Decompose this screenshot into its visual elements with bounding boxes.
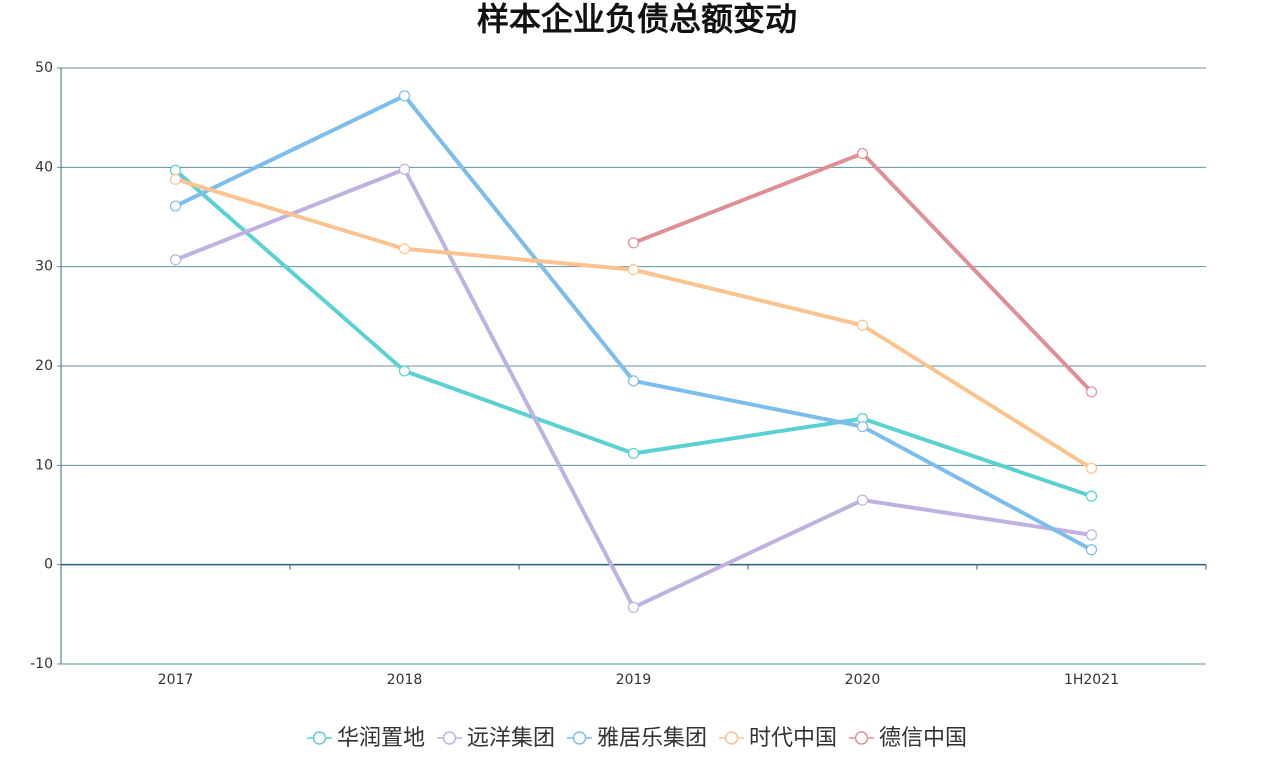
legend-label: 远洋集团 <box>467 726 555 751</box>
data-point <box>627 237 640 249</box>
data-point <box>1085 386 1098 398</box>
legend-marker <box>442 731 457 745</box>
y-tick-label: 10 <box>35 457 53 473</box>
series-line <box>174 93 1093 552</box>
y-tick-label: 50 <box>35 60 53 76</box>
y-tick-label: 20 <box>35 358 53 374</box>
y-tick-label: 0 <box>44 557 53 573</box>
data-point <box>627 264 640 276</box>
legend-label: 德信中国 <box>879 726 967 751</box>
y-tick-label: -10 <box>30 656 53 672</box>
legend-label: 时代中国 <box>749 726 837 751</box>
legend-marker <box>724 731 739 745</box>
data-point <box>398 365 411 377</box>
series-line <box>174 177 1093 471</box>
data-point <box>169 200 182 212</box>
series-line <box>632 151 1093 394</box>
data-point <box>856 319 869 331</box>
y-tick-label: 30 <box>35 259 53 275</box>
data-point <box>1085 529 1098 541</box>
data-point <box>1085 462 1098 474</box>
x-tick-label: 1H2021 <box>1064 672 1119 688</box>
x-tick-label: 2018 <box>387 672 423 688</box>
chart-title: 样本企业负债总额变动 <box>477 0 797 38</box>
legend-marker <box>572 731 587 745</box>
legend: 华润置地 远洋集团 雅居乐集团 时代中国 德信中国 <box>306 726 967 751</box>
x-tick-label: 2019 <box>616 672 652 688</box>
legend-marker <box>312 731 327 745</box>
data-point <box>398 163 411 175</box>
x-tick-label: 2017 <box>158 672 194 688</box>
series-line <box>174 167 1092 610</box>
data-point <box>169 173 182 185</box>
data-point <box>1085 490 1098 502</box>
data-point <box>856 494 869 506</box>
data-point <box>169 254 182 266</box>
data-point <box>398 243 411 255</box>
data-point <box>856 147 869 160</box>
legend-label: 雅居乐集团 <box>597 726 707 751</box>
data-point <box>627 447 640 460</box>
legend-marker <box>854 731 869 745</box>
data-point <box>627 375 640 387</box>
data-point <box>1085 544 1098 556</box>
legend-label: 华润置地 <box>337 726 425 751</box>
data-point <box>627 601 640 613</box>
data-point <box>856 420 869 433</box>
y-tick-label: 40 <box>35 159 53 175</box>
data-point <box>398 90 411 102</box>
x-tick-label: 2020 <box>845 672 881 688</box>
